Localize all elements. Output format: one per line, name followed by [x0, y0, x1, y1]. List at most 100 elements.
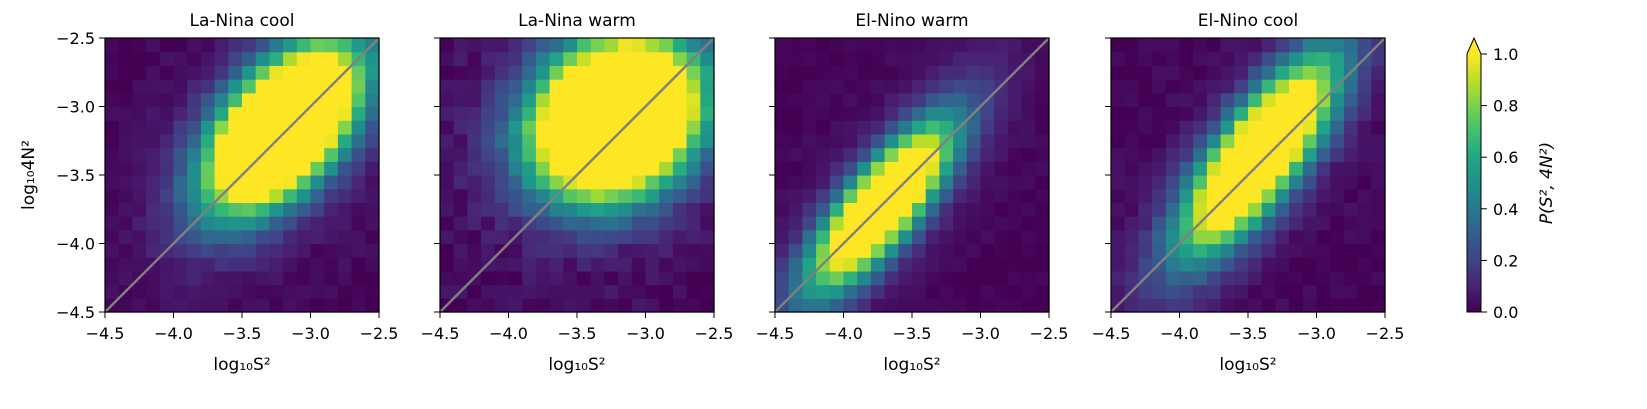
heatmap-cell	[549, 243, 564, 258]
heatmap-cell	[549, 284, 564, 299]
y-axis-label: log₁₀4N²	[19, 140, 39, 210]
heatmap-cell	[118, 216, 133, 231]
heatmap-cell	[994, 106, 1009, 121]
heatmap-cell	[775, 270, 790, 286]
heatmap-cell	[843, 270, 858, 286]
heatmap-cell	[816, 243, 831, 258]
heatmap-cell	[351, 270, 366, 286]
heatmap-cell	[351, 229, 366, 245]
heatmap-cell	[1152, 229, 1167, 245]
heatmap-cell	[1007, 175, 1023, 190]
heatmap-cell	[1302, 229, 1318, 245]
heatmap-cell	[563, 106, 578, 121]
x-tick-label: −4.5	[86, 324, 125, 343]
heatmap-cell	[1152, 106, 1167, 121]
heatmap-cell	[843, 38, 858, 53]
heatmap-cell	[187, 106, 202, 121]
heatmap-cell	[953, 284, 968, 299]
panel-title: El-Nino warm	[855, 11, 968, 31]
heatmap-cell	[898, 133, 913, 149]
heatmap-cell	[1302, 133, 1318, 149]
heatmap-cell	[146, 120, 161, 135]
heatmap-cell	[645, 229, 660, 245]
heatmap-cell	[700, 79, 715, 94]
heatmap-cell	[1152, 284, 1167, 299]
heatmap-cell	[365, 106, 380, 121]
heatmap-cell	[953, 106, 968, 121]
heatmap-cell	[590, 92, 605, 108]
heatmap-cell	[146, 270, 161, 286]
heatmap-cell	[522, 65, 537, 80]
heatmap-cell	[577, 257, 592, 272]
heatmap-cell	[269, 298, 284, 313]
heatmap-cell	[214, 147, 229, 162]
heatmap-cell	[686, 161, 701, 176]
heatmap-cell	[829, 51, 845, 66]
heatmap-cell	[1316, 133, 1331, 149]
one-to-one-line	[774, 37, 1050, 313]
one-to-one-line	[439, 37, 715, 313]
heatmap-cell	[829, 120, 845, 135]
heatmap-cell	[522, 79, 537, 94]
heatmap-cell	[255, 79, 270, 94]
heatmap-cell	[1316, 188, 1331, 203]
heatmap-cell	[1343, 216, 1359, 231]
heatmap-cell	[884, 120, 899, 135]
heatmap-cell	[159, 229, 175, 245]
heatmap-cell	[1165, 270, 1181, 286]
heatmap-cell	[953, 51, 968, 66]
heatmap-cell	[494, 257, 510, 272]
heatmap-cell	[618, 188, 633, 203]
heatmap-cell	[577, 147, 592, 162]
heatmap-cell	[1357, 147, 1372, 162]
heatmap-cell	[1234, 51, 1249, 66]
heatmap-cell	[1124, 188, 1139, 203]
heatmap-cell	[214, 284, 229, 299]
heatmap-cell	[686, 229, 701, 245]
heatmap-cell	[843, 65, 858, 80]
heatmap-cell	[173, 106, 188, 121]
heatmap-cell	[843, 161, 858, 176]
heatmap-cell	[105, 229, 120, 245]
heatmap-cell	[296, 133, 312, 149]
x-tick-label: −3.5	[558, 324, 597, 343]
heatmap-cell	[1371, 51, 1386, 66]
heatmap-cell	[132, 92, 147, 108]
heatmap-cell	[296, 38, 312, 53]
heatmap-cell	[618, 284, 633, 299]
heatmap-cell	[173, 38, 188, 53]
heatmap-cell	[1357, 216, 1372, 231]
heatmap-cell	[1179, 202, 1194, 217]
heatmap-cell	[1261, 202, 1276, 217]
heatmap-cell	[829, 92, 845, 108]
heatmap-cell	[1316, 202, 1331, 217]
heatmap-cell	[310, 202, 325, 217]
heatmap-cell	[146, 216, 161, 231]
heatmap-cell	[939, 147, 954, 162]
heatmap-cell	[659, 120, 674, 135]
heatmap-cell	[1330, 133, 1345, 149]
heatmap-cell	[604, 216, 619, 231]
heatmap-cell	[453, 270, 468, 286]
heatmap-cell	[549, 106, 564, 121]
heatmap-cell	[1302, 298, 1318, 313]
heatmap-cell	[912, 92, 927, 108]
heatmap-cell	[775, 257, 790, 272]
heatmap-cell	[283, 284, 298, 299]
heatmap-cell	[966, 216, 982, 231]
heatmap-cell	[1021, 216, 1036, 231]
heatmap-cell	[1343, 147, 1359, 162]
heatmap-cell	[337, 133, 353, 149]
x-axis-label: log₁₀S²	[548, 355, 605, 375]
heatmap-cell	[788, 106, 803, 121]
heatmap-cell	[563, 216, 578, 231]
heatmap-cell	[884, 216, 899, 231]
heatmap-cell	[351, 120, 366, 135]
heatmap-cell	[1193, 161, 1208, 176]
heatmap-cell	[686, 175, 701, 190]
heatmap-cell	[1138, 133, 1153, 149]
heatmap-cell	[590, 65, 605, 80]
heatmap-cell	[686, 79, 701, 94]
heatmap-cell	[802, 298, 817, 313]
